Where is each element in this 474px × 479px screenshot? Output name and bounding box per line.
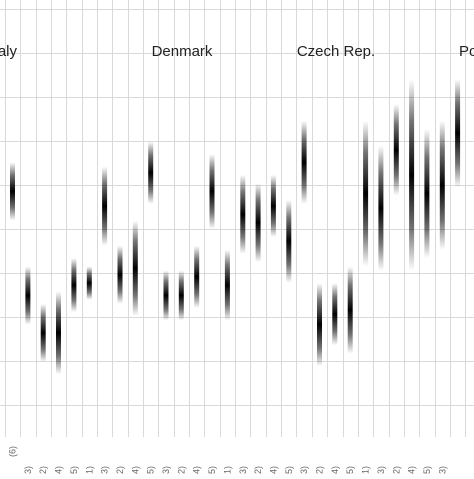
x-tick-label: (2) bbox=[391, 466, 401, 474]
x-tick-label: (4) bbox=[268, 466, 278, 474]
data-band bbox=[240, 174, 246, 254]
data-band bbox=[332, 283, 338, 346]
data-band bbox=[347, 266, 353, 354]
x-tick-label: (12) bbox=[176, 466, 186, 474]
data-band bbox=[255, 183, 261, 263]
data-band bbox=[163, 270, 169, 321]
x-tick-label: (12) bbox=[38, 466, 48, 474]
data-band bbox=[56, 291, 61, 375]
x-tick-label: (5) bbox=[146, 466, 156, 474]
data-band bbox=[439, 120, 445, 250]
data-bands bbox=[10, 79, 461, 375]
group-label: Po bbox=[459, 43, 474, 60]
x-tick-labels: (6) (13) (12) (14) (15) (1) (3) (2) (4) (5) (13) (1… bbox=[8, 446, 448, 479]
data-band bbox=[102, 166, 108, 246]
x-tick-label: (15) bbox=[69, 466, 79, 474]
data-band bbox=[40, 303, 46, 363]
data-band bbox=[209, 154, 215, 229]
data-band bbox=[393, 104, 399, 196]
x-tick-label: (14) bbox=[192, 466, 202, 474]
x-tick-label: (4) bbox=[407, 466, 417, 474]
data-band bbox=[194, 245, 200, 308]
group-labels: aly Denmark Czech Rep. Po bbox=[0, 43, 474, 60]
group-label: aly bbox=[0, 43, 17, 60]
x-tick-label: (13) bbox=[161, 466, 171, 474]
data-band bbox=[317, 283, 322, 367]
x-tick-label: (2) bbox=[253, 466, 263, 474]
x-tick-label: (3) bbox=[376, 466, 386, 474]
data-band bbox=[270, 174, 276, 238]
x-tick-label: (4) bbox=[130, 466, 140, 474]
data-band bbox=[132, 220, 138, 317]
data-band bbox=[10, 162, 15, 221]
x-tick-label: (15) bbox=[207, 466, 217, 474]
x-tick-label: (13) bbox=[437, 466, 447, 474]
data-band bbox=[301, 120, 307, 204]
group-label: Czech Rep. bbox=[297, 43, 375, 60]
x-tick-label: (1) bbox=[84, 466, 94, 474]
x-tick-label: (13) bbox=[23, 466, 33, 474]
data-band bbox=[286, 199, 292, 283]
group-label: Denmark bbox=[152, 43, 213, 60]
data-band bbox=[178, 270, 184, 321]
data-band bbox=[363, 120, 369, 267]
data-band bbox=[86, 266, 92, 300]
data-band bbox=[148, 141, 154, 204]
data-band bbox=[117, 245, 123, 304]
x-tick-label: (1) bbox=[361, 466, 371, 474]
grid bbox=[0, 0, 474, 437]
x-tick-label: (5) bbox=[284, 466, 294, 474]
data-band bbox=[455, 79, 461, 188]
x-tick-label: (6) bbox=[8, 446, 18, 457]
x-tick-label: (3) bbox=[238, 466, 248, 474]
x-tick-label: (15) bbox=[345, 466, 355, 474]
x-tick-label: (5) bbox=[422, 466, 432, 474]
data-band bbox=[25, 266, 31, 325]
data-band bbox=[71, 258, 77, 313]
x-tick-label: (12) bbox=[315, 466, 325, 474]
data-band bbox=[378, 145, 384, 271]
x-tick-label: (2) bbox=[115, 466, 125, 474]
x-tick-label: (1) bbox=[222, 466, 232, 474]
data-band bbox=[224, 249, 230, 321]
x-tick-label: (3) bbox=[100, 466, 110, 474]
x-tick-label: (14) bbox=[54, 466, 64, 474]
x-tick-label: (13) bbox=[299, 466, 309, 474]
x-tick-label: (14) bbox=[330, 466, 340, 474]
data-band bbox=[409, 79, 415, 271]
data-band bbox=[424, 129, 430, 258]
